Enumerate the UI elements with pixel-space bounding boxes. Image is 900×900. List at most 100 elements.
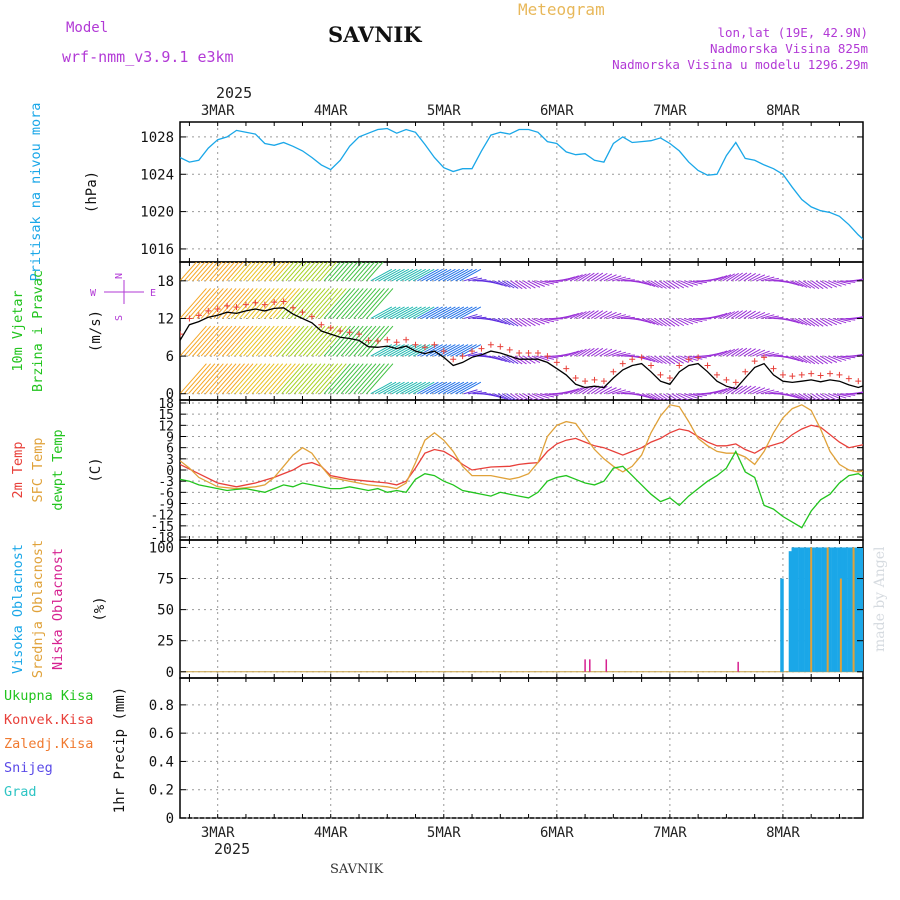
wind-barb [306,288,334,319]
wind-barb [247,325,275,357]
wind-barb [188,325,216,357]
wind-barb [590,310,604,319]
wind-barb [285,363,313,395]
cloud-bar [852,547,855,672]
wind-barb [442,306,465,319]
footer-station: SAVNIK [330,862,384,877]
compass-west: W [90,288,97,299]
wind-barb [180,288,207,319]
wind-barb [446,381,469,395]
gust-marker [487,341,494,348]
gust-marker [827,370,834,377]
wind-barb [595,272,608,282]
wind-barb [408,381,431,395]
lonlat-text: lon,lat (19E, 42.9N) [717,25,868,40]
wind-barb [408,306,431,319]
wind-barb [272,288,301,319]
gust-marker [751,358,758,365]
wind-barb [255,288,284,319]
gust-marker [553,359,560,366]
wind-barb [205,262,223,282]
wind-barb [340,262,359,282]
wind-barb [277,262,295,282]
wind-barb [255,363,284,395]
wind-barb [302,288,330,319]
wind-barb [412,344,435,357]
wind-barb [667,280,680,289]
wind-barb [344,325,373,357]
wind-barb [709,389,724,395]
wind-barb [713,275,728,282]
gust-marker [516,349,523,356]
cloud-bar [584,659,586,672]
gust-marker [808,370,815,377]
y-tick-label: -12 [151,509,174,524]
wind-barb [192,288,220,319]
wind-barb [332,262,350,282]
wind-barb [650,393,662,400]
wind-barb [188,363,216,395]
wind-barb [756,312,770,319]
wind-barb [213,325,241,357]
wind-barb [281,363,309,395]
series-line-dewpt-temp [180,449,863,529]
gust-marker [186,315,193,322]
wind-barb [867,312,880,318]
wind-barb [798,355,812,364]
y-tick-label: 0.2 [149,783,174,799]
wind-barb [518,280,532,289]
wind-barb [234,325,262,357]
model-altitude-text: Nadmorska Visina u modelu 1296.29m [612,57,868,72]
gust-marker [403,336,410,343]
wind-barb [438,381,460,395]
wind-barb [654,355,667,365]
cloud-bar [791,547,796,672]
wind-barb [675,280,689,288]
gust-marker [704,362,711,369]
wind-barb [569,349,583,357]
wind-barb [357,325,385,357]
wind-barb [446,306,469,319]
wind-barb [226,325,254,357]
wind-barb [230,288,258,319]
wind-barb [306,363,334,395]
wind-barb [582,272,595,282]
wind-barb [451,381,473,395]
wind-barb [713,350,728,357]
wind-barb [344,288,373,319]
wind-barb [786,317,800,324]
wind-barb [713,312,728,319]
wind-barb [794,280,808,288]
wind-barb [709,351,724,357]
gust-marker [440,348,447,355]
wind-barb [391,381,414,395]
wind-barb [222,262,240,282]
wind-barb [442,381,465,395]
y-tick-label: 1020 [140,205,174,221]
wind-barb [421,381,443,395]
wind-barb [531,393,545,400]
precip-legend-label: Konvek.Kisa [4,712,93,728]
panel-title: 2m Temp [10,442,26,499]
wind-barb [811,355,824,365]
panel-unit: (m/s) [88,310,104,352]
wind-barb [574,273,587,282]
gust-marker [770,365,777,372]
wind-barb [255,325,284,357]
wind-barb [671,280,685,289]
gust-marker [666,375,673,382]
wind-barb [790,355,804,363]
wind-barb [646,280,659,288]
wind-barb [667,355,680,365]
wind-barb [463,313,478,319]
gust-marker [233,304,240,311]
wind-barb [718,274,732,282]
gust-marker [845,375,852,382]
wind-barb [247,363,275,395]
wind-barb [200,325,228,357]
wind-barb [654,280,667,289]
wind-barb [353,288,381,319]
wind-barb [408,344,431,357]
wind-barb [815,280,828,289]
wind-barb [272,262,291,282]
